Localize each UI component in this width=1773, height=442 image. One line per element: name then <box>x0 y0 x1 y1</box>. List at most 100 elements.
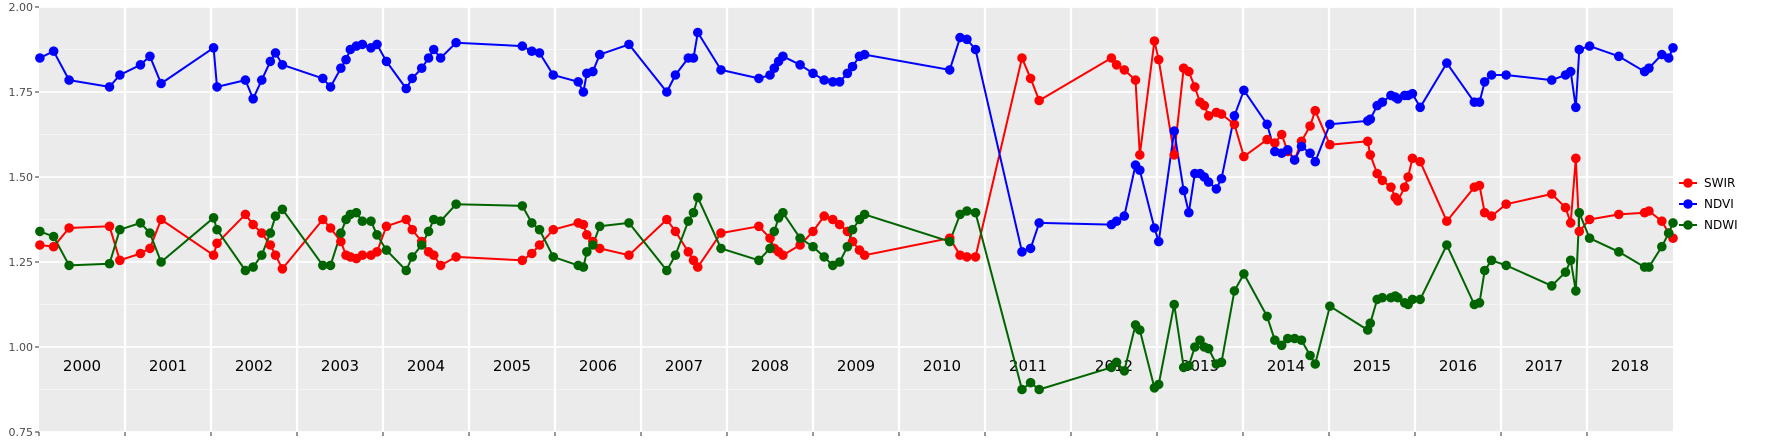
data-point-ndvi <box>1584 41 1595 51</box>
year-label: 2017 <box>1525 357 1563 375</box>
data-point-ndwi <box>270 211 281 221</box>
data-point-ndvi <box>1377 97 1388 107</box>
data-point-swir <box>1614 209 1624 220</box>
data-point-ndwi <box>1310 359 1321 369</box>
data-point-ndvi <box>451 37 461 48</box>
data-point-ndvi <box>1442 58 1452 68</box>
data-point-swir <box>808 226 818 237</box>
data-point-ndwi <box>1584 233 1595 243</box>
data-point-swir <box>1442 216 1452 226</box>
data-point-swir <box>407 224 418 235</box>
data-point-ndvi <box>1501 70 1511 80</box>
data-point-ndwi <box>1501 260 1511 271</box>
data-point-ndwi <box>970 207 981 218</box>
data-point-ndvi <box>1203 177 1214 187</box>
data-point-swir <box>819 211 829 221</box>
data-point-swir <box>1199 100 1210 111</box>
year-label: 2004 <box>407 357 445 375</box>
data-point-ndvi <box>135 60 146 70</box>
data-point-ndvi <box>336 63 346 73</box>
data-point-ndwi <box>1560 267 1571 278</box>
data-point-ndvi <box>1546 75 1557 85</box>
data-point-ndvi <box>1668 43 1678 53</box>
year-label: 2005 <box>493 357 531 375</box>
data-point-ndwi <box>1565 255 1576 266</box>
data-point-ndwi <box>1229 286 1240 296</box>
year-label: 2014 <box>1267 357 1305 375</box>
data-point-ndvi <box>1305 148 1315 158</box>
data-point-swir <box>1262 134 1272 145</box>
data-point-swir <box>548 224 559 235</box>
data-point-swir <box>534 240 545 250</box>
data-point-ndwi <box>1169 299 1179 310</box>
data-point-ndvi <box>1216 173 1227 184</box>
data-point-ndvi <box>115 70 125 80</box>
data-point-ndvi <box>318 73 328 84</box>
data-point-ndwi <box>435 216 446 226</box>
data-point-ndvi <box>270 48 281 58</box>
year-label: 2015 <box>1353 357 1391 375</box>
data-point-swir <box>156 214 166 225</box>
data-point-swir <box>240 209 251 220</box>
data-point-ndwi <box>624 218 634 228</box>
data-point-ndvi <box>341 54 351 65</box>
data-point-swir <box>834 219 845 230</box>
data-point-swir <box>1393 196 1403 206</box>
data-point-ndvi <box>970 44 981 55</box>
data-point-ndvi <box>594 49 605 60</box>
data-point-ndvi <box>1663 53 1674 63</box>
data-point-ndwi <box>1546 281 1557 291</box>
year-layer: 2000 2001 2002 2003 2004 2005 2006 2007 2008 2009… <box>63 357 1649 375</box>
data-point-ndwi <box>1479 265 1490 276</box>
data-point-ndvi <box>962 34 972 45</box>
data-point-ndwi <box>1407 294 1418 305</box>
data-point-swir <box>372 247 382 257</box>
data-point-ndwi <box>256 250 267 260</box>
data-point-ndwi <box>248 262 258 272</box>
data-point-ndwi <box>683 216 694 226</box>
data-point-ndwi <box>847 224 858 235</box>
data-point-ndvi <box>1296 141 1307 152</box>
legend-label-ndvi: NDVI <box>1704 197 1734 211</box>
data-point-ndvi <box>1289 155 1300 165</box>
data-point-ndwi <box>48 231 59 242</box>
data-point-ndwi <box>366 216 376 226</box>
data-point-swir <box>1365 150 1376 160</box>
legend-key-swir <box>1683 178 1693 188</box>
data-point-ndvi <box>842 68 853 79</box>
data-point-ndwi <box>834 257 845 267</box>
data-point-swir <box>1644 206 1654 216</box>
data-point-ndvi <box>256 75 267 85</box>
data-point-swir <box>1474 180 1485 191</box>
data-point-ndwi <box>1262 311 1272 322</box>
year-label: 2006 <box>579 357 617 375</box>
data-point-ndvi <box>1111 216 1122 226</box>
data-point-swir <box>265 240 276 250</box>
data-point-ndvi <box>48 46 59 56</box>
data-point-ndwi <box>819 252 829 262</box>
data-point-ndvi <box>808 68 818 79</box>
data-point-ndwi <box>688 207 699 218</box>
data-point-ndvi <box>407 73 418 84</box>
data-point-swir <box>526 248 537 259</box>
data-point-ndvi <box>859 49 870 60</box>
data-point-ndvi <box>834 77 845 87</box>
year-label: 2008 <box>751 357 789 375</box>
data-point-ndwi <box>534 224 545 235</box>
data-point-ndwi <box>265 228 276 238</box>
data-point-ndwi <box>381 245 392 255</box>
data-point-swir <box>451 252 461 262</box>
data-point-ndwi <box>1365 318 1376 329</box>
data-point-ndvi <box>1211 184 1222 194</box>
data-point-ndwi <box>1663 228 1674 238</box>
data-point-ndvi <box>401 83 412 94</box>
data-point-swir <box>1584 214 1595 225</box>
data-point-ndwi <box>778 207 788 218</box>
data-point-ndvi <box>357 39 368 50</box>
data-point-ndwi <box>277 204 288 215</box>
data-point-ndwi <box>1442 240 1452 250</box>
data-point-ndwi <box>423 226 434 237</box>
data-point-ndwi <box>662 265 672 276</box>
year-label: 2011 <box>1009 357 1047 375</box>
data-point-ndwi <box>716 243 726 254</box>
